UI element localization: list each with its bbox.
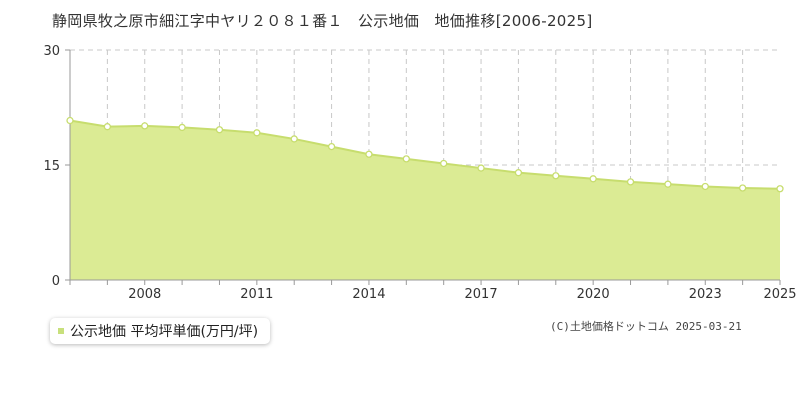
x-tick-label: 2023 <box>689 287 722 300</box>
data-point <box>178 123 186 132</box>
x-tick-label: 2020 <box>577 287 610 300</box>
x-tick-label: 2008 <box>128 287 161 300</box>
data-point <box>589 175 597 183</box>
price-line <box>69 119 781 190</box>
chart-title: 静岡県牧之原市細江字中ヤリ２０８１番１ 公示地価 地価推移[2006-2025] <box>52 12 593 30</box>
data-point <box>477 164 485 172</box>
data-point <box>514 169 523 177</box>
data-point <box>738 184 747 192</box>
land-price-chart: 0 15 30 2008 2011 2014 2017 2020 2023 2025 <box>43 44 796 300</box>
legend: 公示地価 平均坪単価(万円/坪) <box>50 318 271 344</box>
data-point <box>701 182 709 191</box>
data-point <box>253 129 261 137</box>
data-point <box>402 155 410 163</box>
copyright-text: (C)土地価格ドットコム 2025-03-21 <box>550 320 742 333</box>
y-tick-label: 0 <box>52 274 60 289</box>
legend-label: 公示地価 平均坪単価(万円/坪) <box>70 324 259 340</box>
data-point <box>552 172 560 180</box>
price-area <box>70 120 780 281</box>
x-tick-label: 2014 <box>352 287 385 300</box>
y-tick-label: 30 <box>43 44 60 59</box>
data-point <box>365 150 373 158</box>
legend-swatch <box>58 328 64 334</box>
data-point <box>776 185 784 193</box>
data-point <box>103 123 112 131</box>
data-point <box>327 142 336 151</box>
x-tick-label: 2017 <box>465 287 498 300</box>
x-tick-label: 2011 <box>240 287 273 300</box>
x-tick-label: 2025 <box>763 287 796 300</box>
data-point <box>215 126 224 134</box>
data-point <box>66 116 74 125</box>
data-point <box>664 180 672 188</box>
y-tick-label: 15 <box>43 159 60 174</box>
data-point <box>626 178 635 186</box>
data-point <box>440 159 448 168</box>
data-point <box>141 122 149 130</box>
data-point <box>290 135 298 143</box>
